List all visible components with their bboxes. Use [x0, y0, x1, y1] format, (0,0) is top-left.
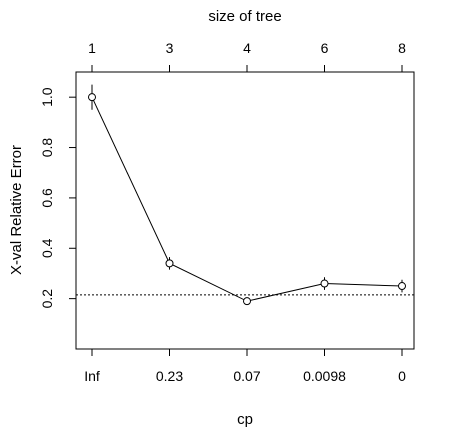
- series-layer: [88, 84, 406, 306]
- data-point: [320, 279, 329, 288]
- y-axis-label: X-val Relative Error: [8, 145, 25, 275]
- x-axis-label: cp: [237, 411, 253, 428]
- x-tick-label: 0.0098: [303, 368, 346, 384]
- bottom-axis: Inf 0.23 0.07 0.0098 0: [84, 348, 406, 384]
- x-tick-label: 0.07: [233, 368, 260, 384]
- x-tick-label: 0.23: [156, 368, 183, 384]
- top-tick-label: 3: [166, 40, 174, 56]
- data-point: [88, 93, 96, 102]
- y-tick-label: 0.4: [39, 238, 55, 258]
- top-axis-label: size of tree: [208, 8, 281, 25]
- data-point: [243, 297, 251, 306]
- x-tick-label: 0: [398, 368, 406, 384]
- top-tick-label: 8: [398, 40, 406, 56]
- data-point: [165, 259, 174, 268]
- top-tick-label: 1: [88, 40, 96, 56]
- plot-frame: [75, 71, 415, 350]
- y-tick-label: 1.0: [39, 87, 55, 107]
- left-axis: 0.2 0.4 0.6 0.8 1.0: [39, 87, 77, 309]
- series-line: [91, 96, 403, 302]
- top-tick-label: 4: [243, 40, 251, 56]
- data-point: [398, 282, 406, 291]
- top-axis: 1 3 4 6 8: [88, 40, 406, 73]
- x-tick-label: Inf: [84, 368, 100, 384]
- y-tick-label: 0.2: [39, 289, 55, 309]
- top-tick-label: 6: [321, 40, 329, 56]
- y-tick-label: 0.6: [39, 188, 55, 208]
- y-tick-label: 0.8: [39, 138, 55, 158]
